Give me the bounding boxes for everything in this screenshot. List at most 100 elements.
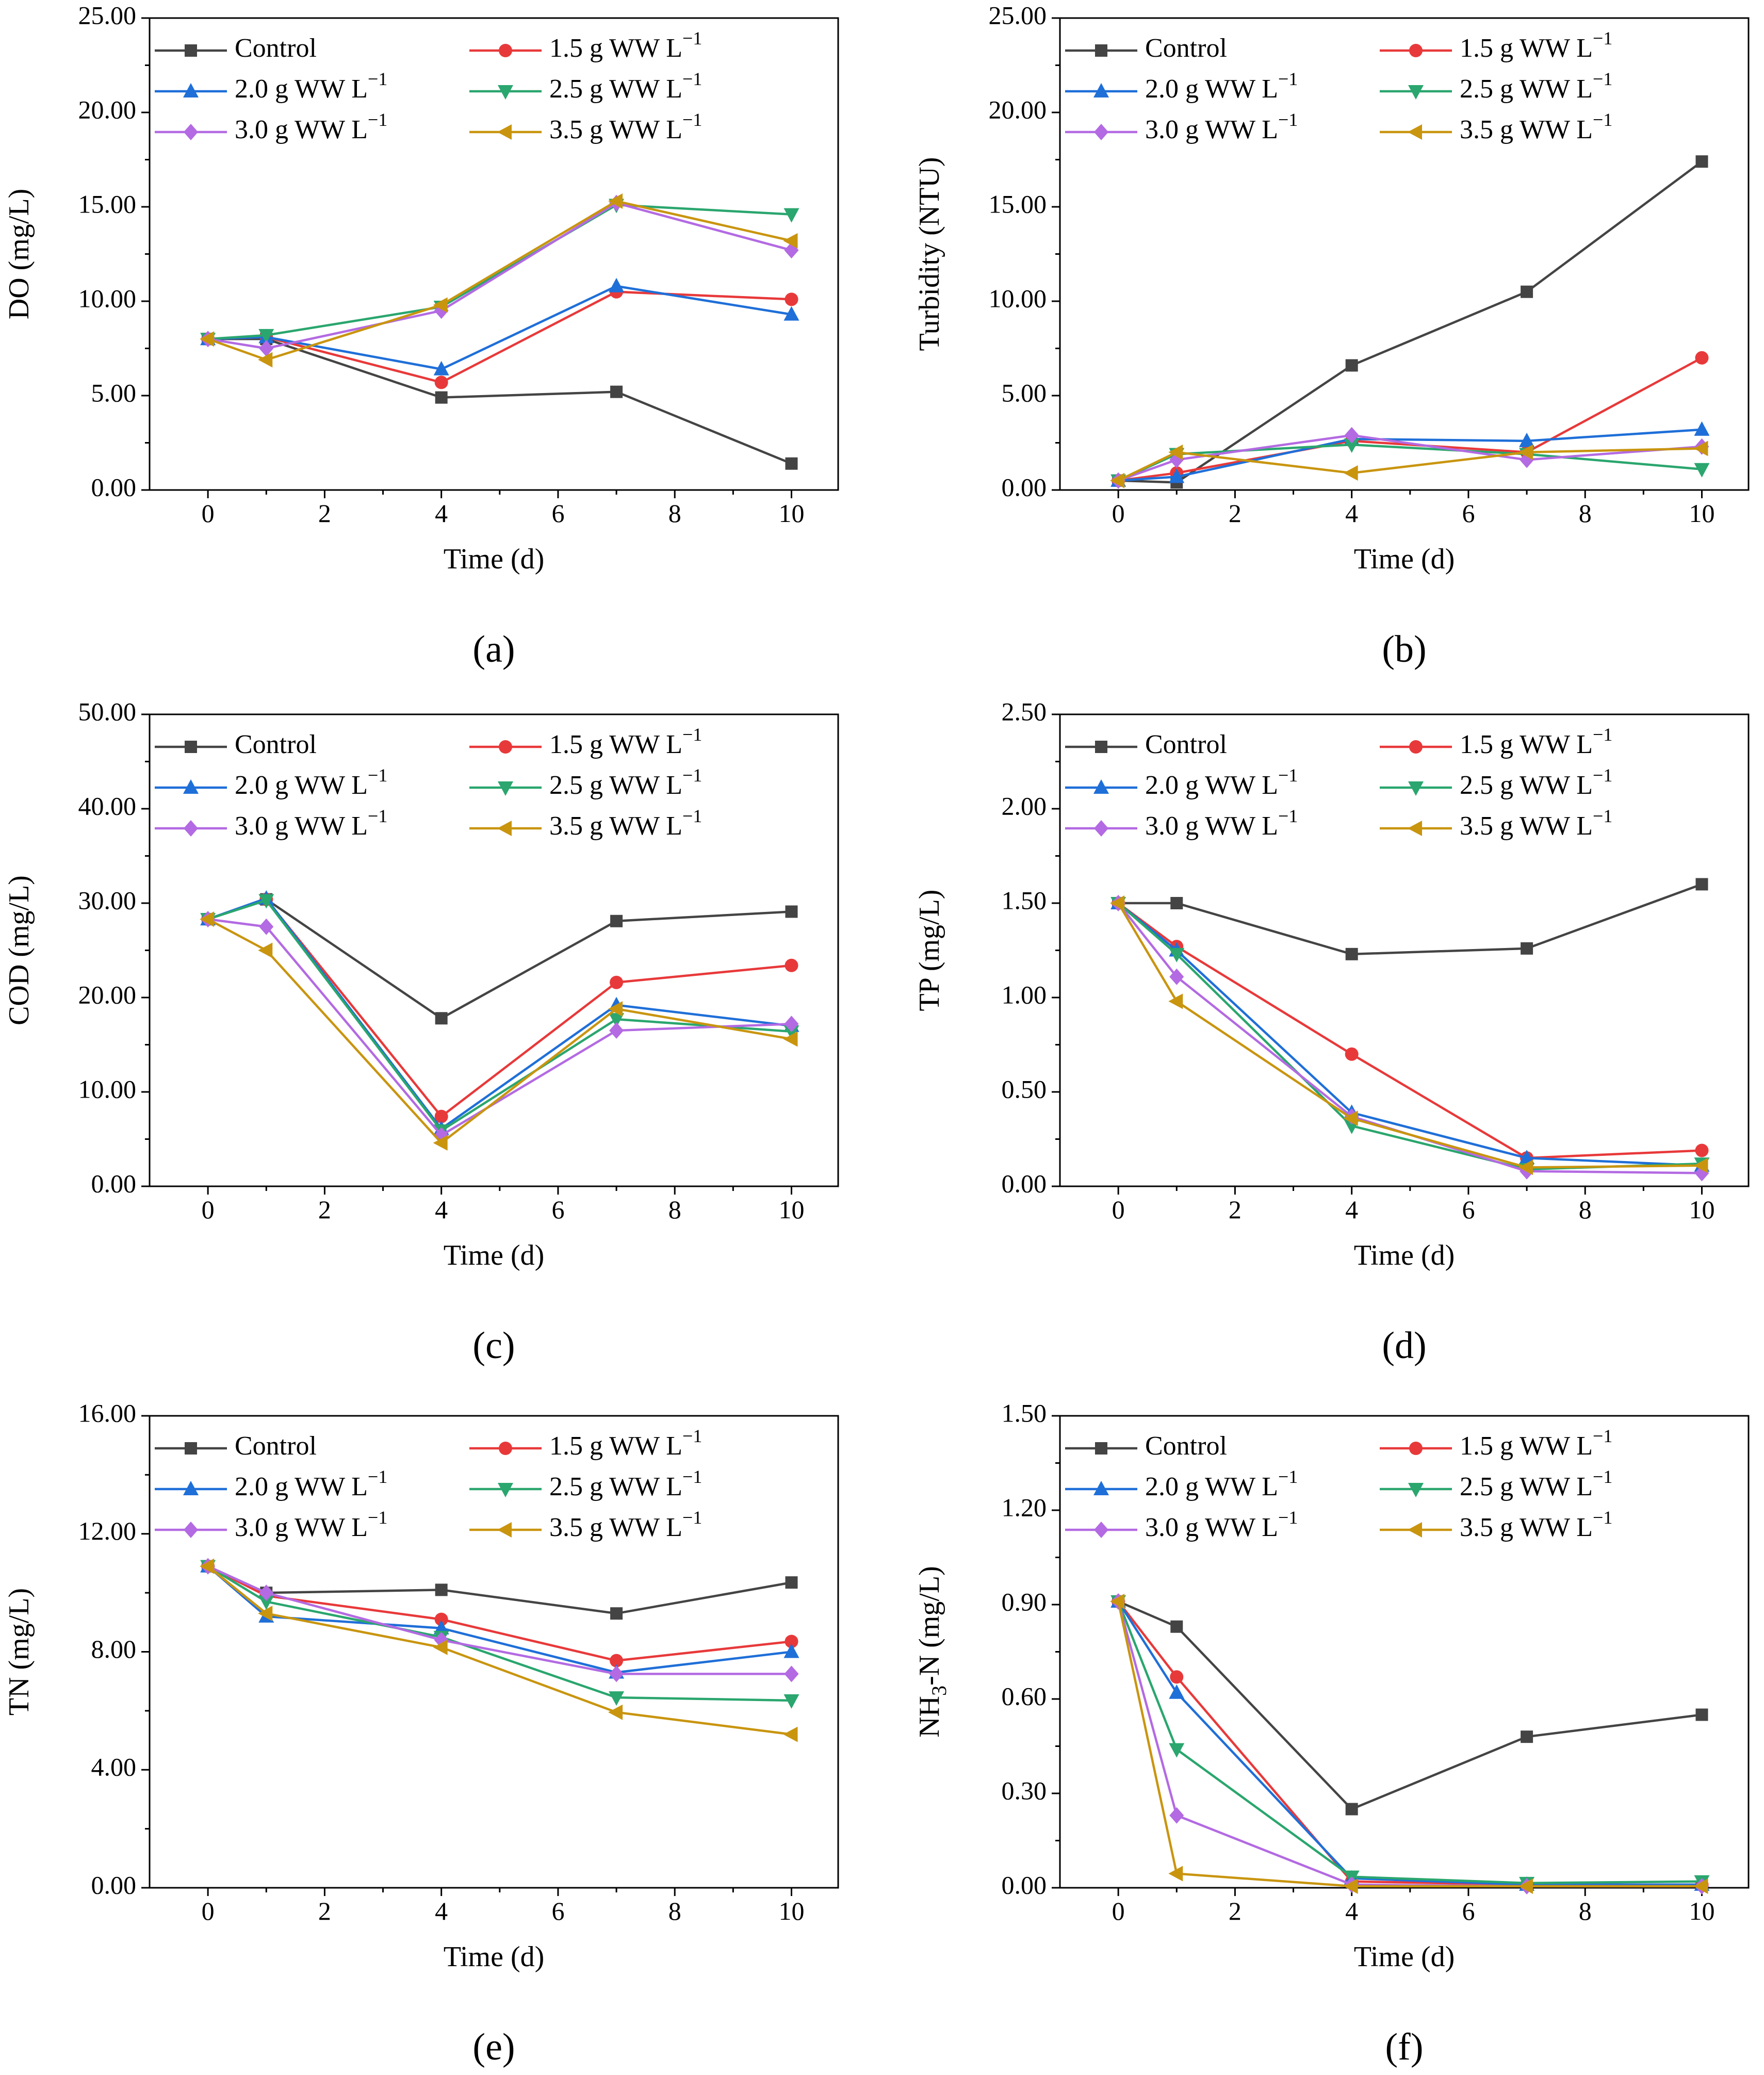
legend-marker	[1093, 779, 1109, 794]
series-line	[1117, 902, 1702, 1171]
data-point	[610, 385, 623, 398]
y-tick-label: 16.00	[78, 1398, 137, 1427]
y-tick-label: 0.00	[1002, 1870, 1047, 1899]
x-axis-title: Time (d)	[1354, 1239, 1455, 1271]
series-6	[1110, 895, 1708, 1175]
data-point	[200, 331, 215, 347]
legend-marker	[183, 779, 199, 794]
data-point	[1694, 421, 1710, 436]
data-point	[1343, 465, 1358, 481]
data-point	[434, 1109, 448, 1123]
legend-item: 1.5 g WW L−1	[1380, 28, 1612, 63]
chart-panel-1: 0.00 5.00 10.00 15.00 20.00 25.00 0 2 4 6 8 10 Time …	[3, 1, 839, 671]
y-tick-label: 2.00	[1002, 791, 1047, 820]
data-point	[1518, 1878, 1533, 1894]
x-tick-label: 2	[1229, 499, 1242, 528]
data-point	[784, 1665, 799, 1682]
data-point	[1343, 1878, 1358, 1894]
series-1	[1112, 878, 1708, 960]
data-point	[609, 1691, 625, 1706]
legend-item: 3.5 g WW L−1	[1380, 806, 1612, 841]
legend-marker	[1408, 781, 1424, 796]
legend-label: 2.5 g WW L−1	[549, 765, 702, 800]
legend: Control 1.5 g WW L−1 2.0 g WW L−1 2.5 g WW …	[1065, 724, 1612, 841]
series-3	[1110, 895, 1710, 1172]
x-tick-label: 10	[1689, 1897, 1714, 1925]
x-tick-label: 2	[318, 1897, 331, 1925]
y-tick-label: 1.00	[1002, 980, 1047, 1009]
x-tick-label: 10	[778, 1897, 804, 1925]
legend-marker	[1409, 740, 1423, 754]
series-line	[1117, 902, 1702, 1174]
legend-marker	[184, 820, 198, 837]
series-line	[1118, 434, 1702, 482]
x-tick-label: 6	[551, 1195, 564, 1224]
panel-label: (c)	[472, 1325, 515, 1367]
legend-label: 3.5 g WW L−1	[549, 806, 702, 841]
legend-item: 2.0 g WW L−1	[155, 1466, 387, 1501]
data-point	[783, 1643, 799, 1658]
chart-panel-4: 0.00 0.50 1.00 1.50 2.00 2.50 0 2 4 6 8 10 Time (d) T…	[913, 697, 1750, 1367]
data-point	[609, 1665, 624, 1682]
data-point	[258, 1595, 274, 1610]
series-line	[207, 898, 792, 1020]
legend-marker	[497, 821, 512, 836]
legend-item: 2.5 g WW L−1	[1380, 765, 1612, 800]
legend-item: 3.0 g WW L−1	[155, 1507, 387, 1542]
data-point	[258, 942, 273, 958]
x-tick-label: 8	[1579, 1897, 1592, 1925]
series-5	[1111, 895, 1709, 1182]
legend-marker	[185, 1442, 197, 1455]
x-tick-label: 0	[1112, 1195, 1125, 1224]
y-tick-label: 0.30	[1002, 1776, 1047, 1805]
data-point	[258, 894, 274, 909]
legend-label: 1.5 g WW L−1	[549, 724, 702, 759]
data-point	[1518, 1159, 1533, 1175]
legend: Control 1.5 g WW L−1 2.0 g WW L−1 2.5 g WW …	[155, 28, 702, 144]
chart-panel-6: 0.00 0.30 0.60 0.90 1.20 1.50 0 2 4 6 8 10 Time (d) N…	[913, 1398, 1750, 2068]
legend-item: 3.0 g WW L−1	[155, 806, 387, 841]
legend-marker	[498, 781, 513, 796]
series-line	[208, 285, 792, 371]
panel-label: (d)	[1382, 1325, 1426, 1367]
legend-marker	[1095, 1442, 1107, 1455]
series-5	[201, 911, 799, 1144]
legend-label: 1.5 g WW L−1	[1460, 724, 1612, 759]
data-point	[783, 1726, 798, 1742]
x-axis-title: Time (d)	[1354, 1941, 1455, 1973]
y-axis-title: Turbidity (NTU)	[913, 157, 945, 351]
data-point	[200, 1558, 215, 1574]
series-6	[1110, 440, 1708, 488]
legend-label: 3.0 g WW L−1	[235, 109, 387, 144]
data-point	[1521, 942, 1533, 955]
data-point	[783, 1694, 799, 1709]
legend-item: 3.0 g WW L−1	[155, 109, 387, 144]
x-tick-label: 6	[1462, 499, 1475, 528]
data-point	[785, 457, 798, 470]
data-point	[785, 292, 798, 306]
legend-label: Control	[1145, 730, 1227, 759]
legend-marker	[1408, 1483, 1424, 1497]
x-tick-label: 8	[1579, 1195, 1592, 1224]
data-point	[1519, 432, 1535, 447]
data-point	[1343, 1110, 1358, 1126]
x-tick-label: 4	[1345, 1897, 1358, 1925]
data-point	[1695, 878, 1708, 891]
data-point	[1170, 1670, 1184, 1684]
series-line	[1117, 1600, 1702, 1886]
legend-item: 1.5 g WW L−1	[1380, 724, 1612, 759]
y-tick-label: 0.50	[1002, 1074, 1047, 1103]
series-line	[1117, 1601, 1702, 1888]
panel-label: (b)	[1382, 628, 1426, 671]
x-tick-label: 6	[551, 1897, 564, 1925]
series-line	[1117, 902, 1702, 1159]
data-point	[783, 233, 798, 249]
legend-item: 3.0 g WW L−1	[1065, 806, 1298, 841]
legend-item: 2.0 g WW L−1	[1065, 69, 1298, 104]
y-tick-label: 10.00	[989, 284, 1047, 313]
data-point	[1169, 1684, 1185, 1699]
x-tick-label: 8	[668, 1897, 681, 1925]
x-tick-label: 0	[202, 1897, 215, 1925]
y-tick-label: 0.00	[91, 1870, 137, 1899]
legend-label: 3.0 g WW L−1	[1145, 1507, 1298, 1542]
